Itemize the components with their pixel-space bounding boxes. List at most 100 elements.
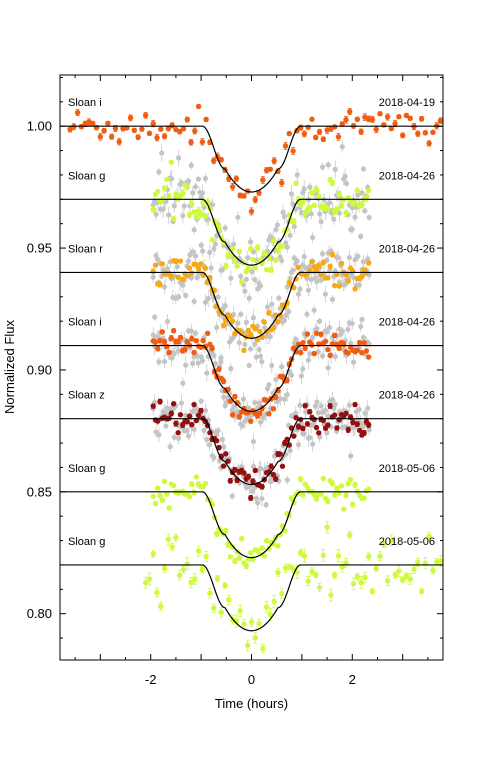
data-point <box>184 184 190 191</box>
data-point <box>300 339 306 346</box>
gray-data-point <box>307 351 313 357</box>
data-point <box>184 561 190 567</box>
data-point <box>207 590 213 596</box>
gray-data-point <box>356 406 362 413</box>
data-point <box>334 206 340 212</box>
gray-data-point <box>318 403 324 409</box>
data-point <box>430 567 436 574</box>
gray-data-point <box>243 319 249 325</box>
data-point <box>152 339 159 345</box>
data-point <box>127 115 134 121</box>
data-point <box>343 117 349 123</box>
data-point <box>189 201 195 207</box>
gray-data-point <box>332 401 338 407</box>
data-point <box>365 354 372 360</box>
data-point <box>339 121 345 127</box>
gray-data-point <box>246 295 252 301</box>
data-point <box>248 619 255 625</box>
plot-frame <box>59 74 444 661</box>
data-point <box>155 346 161 352</box>
gray-data-point <box>329 396 336 403</box>
gray-data-point <box>228 275 234 281</box>
gray-data-point <box>180 282 186 288</box>
x-tick-label: -2 <box>145 672 157 687</box>
data-point <box>159 261 166 267</box>
data-point <box>159 497 166 503</box>
gray-data-point <box>202 407 209 414</box>
data-point <box>290 566 296 572</box>
data-point <box>305 124 311 131</box>
data-point <box>272 394 279 400</box>
series-sloan-g-2018-05-06 <box>60 474 443 570</box>
data-point <box>232 558 238 564</box>
gray-data-point <box>195 176 201 182</box>
series-date-label: 2018-05-06 <box>379 463 435 475</box>
data-point <box>263 329 270 335</box>
data-point <box>311 350 317 357</box>
gray-data-point <box>204 436 210 443</box>
data-point <box>198 408 204 414</box>
data-point <box>248 550 254 556</box>
data-point <box>302 403 308 409</box>
data-point <box>316 262 322 269</box>
data-point <box>154 134 160 141</box>
gray-data-point <box>252 399 258 406</box>
data-point <box>266 411 272 417</box>
data-point <box>250 256 256 263</box>
data-point <box>284 377 290 383</box>
data-point <box>261 319 268 325</box>
data-point <box>176 572 183 578</box>
data-point <box>234 263 240 269</box>
data-point <box>384 578 391 584</box>
data-point <box>164 176 170 183</box>
data-point <box>229 246 236 252</box>
data-point <box>146 576 153 582</box>
data-point <box>263 537 270 544</box>
data-point <box>284 436 290 443</box>
gray-data-point <box>226 339 233 345</box>
data-point <box>335 553 342 559</box>
data-point <box>309 568 315 575</box>
data-point <box>407 576 413 582</box>
data-point <box>236 555 243 561</box>
data-point <box>322 338 329 345</box>
data-point <box>180 566 187 573</box>
data-point <box>243 563 249 569</box>
data-point <box>363 348 370 354</box>
gray-data-point <box>273 376 279 383</box>
gray-data-point <box>152 314 158 320</box>
gray-data-point <box>291 223 297 230</box>
data-point <box>165 125 172 132</box>
data-point <box>252 264 258 271</box>
data-point <box>354 347 361 353</box>
data-point <box>169 122 175 128</box>
data-point <box>356 427 363 434</box>
gray-data-point <box>287 447 293 454</box>
data-point <box>158 603 164 610</box>
data-point <box>164 343 170 350</box>
gray-data-point <box>287 232 293 238</box>
gray-data-point <box>360 423 367 429</box>
data-point <box>226 597 232 603</box>
data-point <box>97 134 104 140</box>
gray-data-point <box>260 415 266 421</box>
data-point <box>309 189 315 196</box>
data-point <box>396 113 402 120</box>
data-point <box>345 278 351 284</box>
y-tick-label: 0.95 <box>27 241 52 256</box>
data-point <box>188 579 194 586</box>
data-point <box>195 103 202 110</box>
data-point <box>216 366 222 372</box>
gray-data-point <box>332 354 338 360</box>
series-filter-label: Sloan r <box>68 243 103 255</box>
data-point <box>209 237 215 243</box>
gray-data-point <box>176 348 182 354</box>
data-point <box>195 412 202 419</box>
gray-data-point <box>231 241 237 247</box>
data-point <box>209 345 215 351</box>
gray-data-point <box>300 366 306 372</box>
gray-data-point <box>207 442 213 448</box>
data-point <box>377 553 383 559</box>
gray-data-point <box>243 276 249 282</box>
gray-data-point <box>269 301 275 307</box>
